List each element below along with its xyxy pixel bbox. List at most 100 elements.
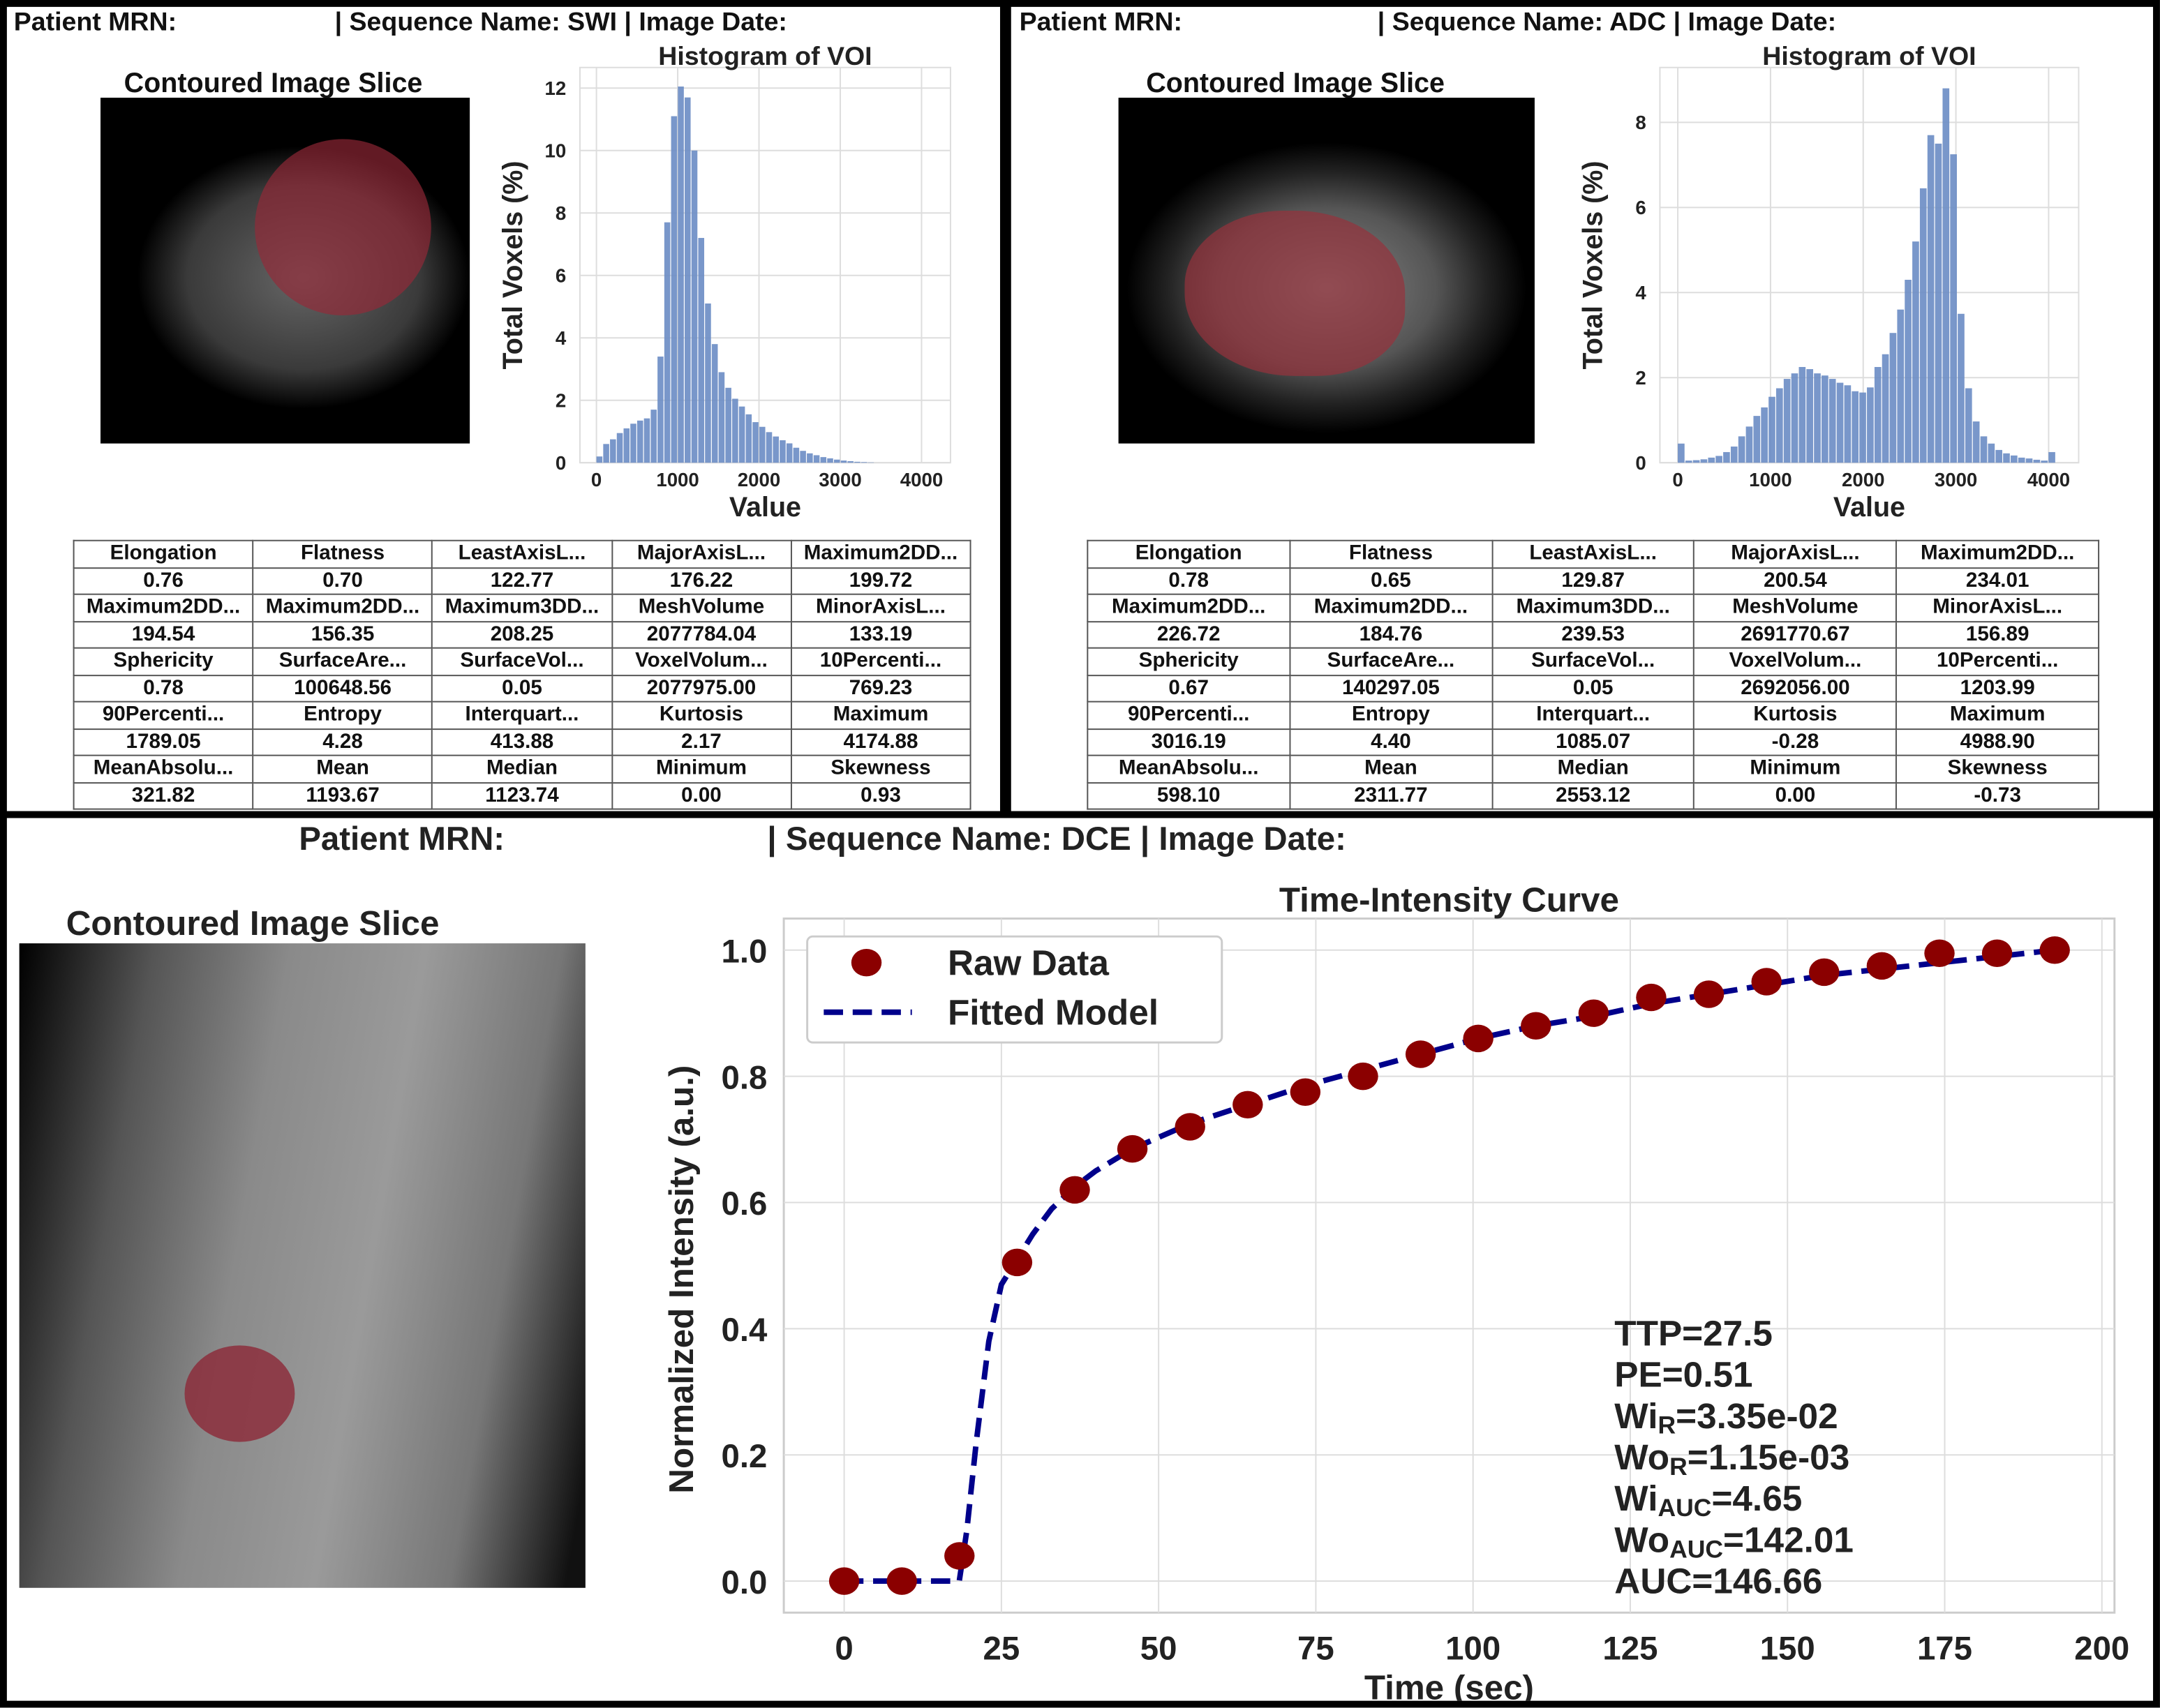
histogram-bar [698,238,705,463]
feature-value-cell: 0.76 [73,567,254,595]
feature-value-cell: 0.00 [1693,781,1898,810]
x-axis-label: Value [729,492,801,523]
y-tick-label: 0 [556,452,566,474]
histogram-bar [1814,373,1821,463]
x-tick-label: 125 [1602,1630,1658,1667]
feature-value-cell: 0.93 [790,781,971,810]
feature-name-cell: Skewness [790,754,971,784]
histogram-bar [616,433,623,463]
metric-annotation: TTP=27.5 [1614,1313,1773,1353]
x-tick-label: 3000 [819,469,861,490]
y-tick-label: 1.0 [722,934,768,971]
legend-box [806,935,1223,1044]
feature-name-cell: MajorAxisL... [611,539,792,569]
histogram-bar [833,459,840,463]
feature-name-cell: MeanAbsolu... [1087,754,1291,784]
feature-value-cell: 1085.07 [1491,728,1695,756]
histogram-bar [1836,382,1844,463]
metric-annotation: PE=0.51 [1614,1355,1752,1395]
feature-value-row: 0.67 140297.05 0.05 2692056.00 1203.99 [1087,674,2100,703]
feature-name-cell: MajorAxisL... [1693,539,1898,569]
feature-name-cell: Elongation [73,539,254,569]
feature-name-cell: MinorAxisL... [1895,593,2100,622]
feature-value-cell: 4174.88 [790,728,971,756]
histogram-bar [596,456,603,463]
feature-value-cell: 129.87 [1491,567,1695,595]
adc-sequence-label: | Sequence Name: ADC | Image Date: [1377,8,1837,38]
feature-value-cell: 0.00 [611,781,792,810]
raw-data-point [1751,968,1782,996]
feature-name-cell: Interquart... [1491,701,1695,730]
histogram-bar [725,387,731,463]
histogram-bar [1905,279,1912,463]
histogram-bar [1798,366,1806,463]
feature-value-cell: 413.88 [431,728,613,756]
x-tick-label: 1000 [1749,469,1792,490]
feature-name-row: 90Percenti... Entropy Interquart... Kurtosi… [73,701,971,730]
feature-value-cell: 321.82 [73,781,254,810]
feature-name-cell: Mean [1289,754,1493,784]
feature-value-cell: 2311.77 [1289,781,1493,810]
histogram-bar [786,443,793,463]
histogram-bar [732,398,738,463]
raw-data-point [1348,1062,1378,1091]
feature-name-row: Maximum2DD... Maximum2DD... Maximum3DD... M… [1087,593,2100,622]
y-tick-label: 8 [556,202,566,224]
feature-value-cell: 199.72 [790,567,971,595]
feature-value-cell: 122.77 [431,567,613,595]
feature-value-cell: 176.22 [611,567,792,595]
feature-value-cell: 234.01 [1895,567,2100,595]
histogram-bar [2025,458,2033,463]
feature-name-cell: Sphericity [1087,647,1291,676]
feature-name-cell: Maximum2DD... [73,593,254,622]
raw-data-point [1232,1091,1263,1119]
x-tick-label: 3000 [1935,469,1977,490]
x-tick-label: 2000 [1842,469,1884,490]
raw-data-point [1693,980,1725,1008]
x-axis-label: Time (sec) [1364,1669,1534,1701]
x-tick-label: 2000 [738,469,780,490]
raw-data-point [1175,1113,1205,1141]
feature-value-row: 0.76 0.70 122.77 176.22 199.72 [73,567,971,595]
feature-name-cell: Interquart... [431,701,613,730]
histogram-bar [630,424,636,463]
raw-data-point [1463,1024,1494,1053]
feature-name-row: Maximum2DD... Maximum2DD... Maximum3DD... M… [73,593,971,622]
feature-value-cell: 2691770.67 [1693,620,1898,649]
histogram-bar [1882,354,1889,463]
feature-name-cell: Median [431,754,613,784]
histogram-bar [1867,387,1874,463]
histogram-bar [1897,309,1905,463]
feature-name-cell: SurfaceVol... [1491,647,1695,676]
feature-value-row: 0.78 100648.56 0.05 2077975.00 769.23 [73,674,971,703]
feature-value-cell: 0.70 [252,567,433,595]
feature-name-cell: Mean [252,754,433,784]
panel-dce [0,811,2160,1708]
feature-name-cell: 90Percenti... [73,701,254,730]
swi-contour-roi [255,139,431,316]
histogram-bar [1927,135,1935,463]
histogram-bar [1768,396,1775,463]
histogram-bar [1912,241,1919,463]
histogram-bar [1791,373,1798,463]
x-tick-label: 0 [835,1630,853,1667]
histogram-bar [759,426,766,463]
raw-data-point [1405,1040,1436,1068]
feature-name-cell: 10Percenti... [1895,647,2100,676]
swi-slice-title: Contoured Image Slice [124,68,423,100]
feature-name-cell: Maximum [790,701,971,730]
histogram-bar [1942,88,1950,463]
raw-data-point [944,1542,975,1570]
histogram-bar [705,303,711,463]
adc-feature-table: Elongation Flatness LeastAxisL... MajorAxis… [1087,539,2100,810]
feature-name-cell: Maximum2DD... [1289,593,1493,622]
y-tick-label: 4 [1635,282,1646,304]
y-tick-label: 0.4 [722,1312,768,1349]
histogram-bar [691,150,698,463]
histogram-bar [610,439,616,463]
swi-histogram: 0 1000 2000 3000 4000 0 2 4 6 8 10 12 Histogram of V… [498,41,951,523]
feature-value-cell: 2077784.04 [611,620,792,649]
feature-name-cell: Maximum2DD... [790,539,971,569]
feature-name-cell: MeanAbsolu... [73,754,254,784]
feature-value-cell: 226.72 [1087,620,1291,649]
